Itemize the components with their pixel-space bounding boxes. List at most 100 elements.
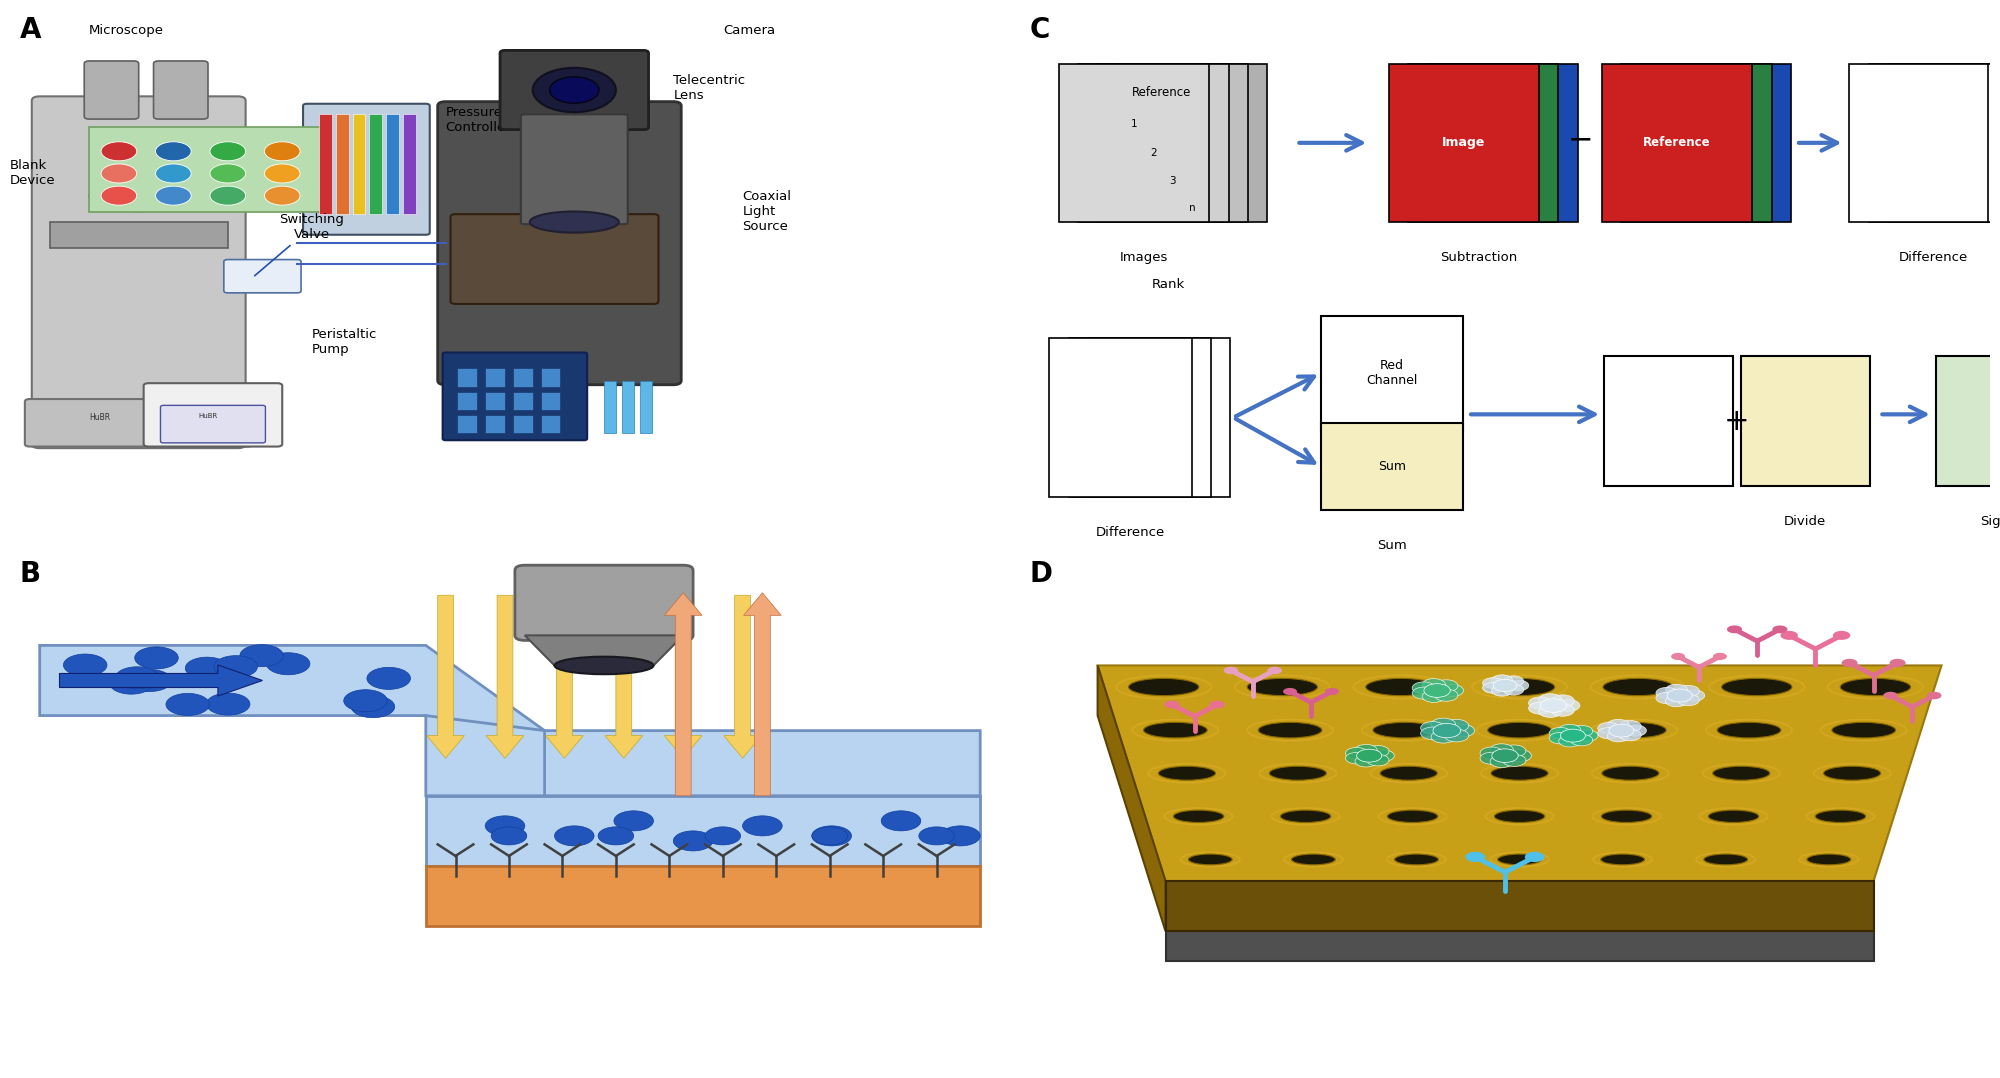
- Bar: [604, 381, 616, 433]
- FancyBboxPatch shape: [1936, 356, 2000, 486]
- Text: A: A: [20, 16, 42, 44]
- FancyBboxPatch shape: [1388, 64, 1538, 222]
- Circle shape: [1560, 729, 1586, 742]
- Text: +: +: [1724, 406, 1750, 436]
- Circle shape: [1552, 704, 1574, 716]
- FancyBboxPatch shape: [1622, 64, 1772, 222]
- FancyBboxPatch shape: [1428, 64, 1578, 222]
- Ellipse shape: [1372, 722, 1436, 738]
- Circle shape: [1508, 680, 1528, 691]
- FancyBboxPatch shape: [520, 114, 628, 224]
- FancyArrow shape: [60, 665, 262, 696]
- Text: Difference: Difference: [1898, 251, 1968, 264]
- FancyBboxPatch shape: [160, 405, 266, 443]
- Text: 3: 3: [1170, 176, 1176, 186]
- Circle shape: [1450, 724, 1474, 737]
- FancyBboxPatch shape: [1320, 316, 1464, 430]
- Circle shape: [1608, 731, 1630, 742]
- Circle shape: [1492, 749, 1518, 762]
- Ellipse shape: [1484, 678, 1554, 695]
- FancyBboxPatch shape: [1604, 356, 1732, 486]
- Circle shape: [1444, 729, 1468, 742]
- Circle shape: [1558, 735, 1580, 747]
- FancyBboxPatch shape: [1602, 64, 1752, 222]
- Bar: [458, 415, 478, 433]
- Circle shape: [1492, 675, 1512, 686]
- Circle shape: [1420, 727, 1446, 740]
- Text: HuBR: HuBR: [198, 413, 218, 418]
- Bar: [540, 391, 560, 410]
- Circle shape: [1890, 659, 1906, 667]
- FancyBboxPatch shape: [1088, 338, 1230, 497]
- Circle shape: [128, 669, 172, 691]
- Circle shape: [186, 658, 228, 679]
- Circle shape: [264, 142, 300, 161]
- Circle shape: [1832, 631, 1850, 640]
- FancyBboxPatch shape: [84, 61, 138, 119]
- Circle shape: [352, 695, 394, 718]
- Circle shape: [1422, 679, 1446, 691]
- Circle shape: [1528, 702, 1552, 715]
- FancyBboxPatch shape: [1116, 64, 1268, 222]
- Circle shape: [264, 164, 300, 183]
- Ellipse shape: [554, 657, 654, 674]
- Text: Peristaltic
Pump: Peristaltic Pump: [312, 328, 378, 356]
- Text: Telecentric
Lens: Telecentric Lens: [674, 74, 746, 102]
- Circle shape: [102, 186, 136, 205]
- Circle shape: [1366, 746, 1388, 757]
- Circle shape: [1432, 718, 1456, 731]
- Ellipse shape: [1494, 811, 1544, 823]
- Circle shape: [1482, 682, 1504, 693]
- FancyBboxPatch shape: [1868, 64, 2000, 222]
- Text: Camera: Camera: [722, 24, 774, 37]
- Text: Sum: Sum: [1378, 539, 1406, 552]
- Circle shape: [264, 186, 300, 205]
- Ellipse shape: [1602, 811, 1652, 823]
- Circle shape: [210, 186, 246, 205]
- Text: 2: 2: [1150, 148, 1156, 157]
- FancyBboxPatch shape: [1320, 423, 1464, 510]
- Circle shape: [210, 164, 246, 183]
- FancyBboxPatch shape: [32, 96, 246, 448]
- Circle shape: [344, 690, 388, 711]
- FancyBboxPatch shape: [438, 101, 682, 385]
- Text: Microscope: Microscope: [90, 24, 164, 37]
- Circle shape: [1726, 625, 1742, 633]
- Circle shape: [1598, 728, 1620, 738]
- Circle shape: [1656, 692, 1678, 704]
- Text: Rank: Rank: [1152, 277, 1184, 291]
- Circle shape: [598, 827, 634, 845]
- Polygon shape: [40, 646, 980, 796]
- Circle shape: [1926, 692, 1942, 700]
- Circle shape: [156, 142, 192, 161]
- Circle shape: [1608, 719, 1630, 731]
- Ellipse shape: [1380, 766, 1438, 780]
- Ellipse shape: [1144, 722, 1208, 738]
- Circle shape: [156, 164, 192, 183]
- Circle shape: [64, 654, 106, 676]
- Circle shape: [1772, 625, 1788, 633]
- Ellipse shape: [1708, 811, 1758, 823]
- Circle shape: [1422, 690, 1446, 703]
- Circle shape: [1666, 695, 1688, 707]
- Circle shape: [1570, 725, 1592, 737]
- Circle shape: [1490, 744, 1514, 756]
- FancyBboxPatch shape: [1408, 64, 1558, 222]
- FancyBboxPatch shape: [224, 260, 302, 293]
- Ellipse shape: [1600, 854, 1644, 865]
- Circle shape: [1432, 731, 1456, 743]
- Ellipse shape: [1712, 766, 1770, 780]
- Circle shape: [1412, 687, 1436, 700]
- Ellipse shape: [1280, 811, 1330, 823]
- FancyBboxPatch shape: [1640, 64, 1792, 222]
- FancyArrow shape: [724, 595, 762, 758]
- FancyBboxPatch shape: [1098, 64, 1248, 222]
- Bar: [318, 114, 332, 215]
- Ellipse shape: [1258, 722, 1322, 738]
- Ellipse shape: [1188, 854, 1232, 865]
- Circle shape: [940, 826, 980, 846]
- Circle shape: [240, 645, 284, 666]
- Polygon shape: [426, 716, 544, 796]
- Circle shape: [492, 827, 526, 845]
- Circle shape: [704, 827, 740, 845]
